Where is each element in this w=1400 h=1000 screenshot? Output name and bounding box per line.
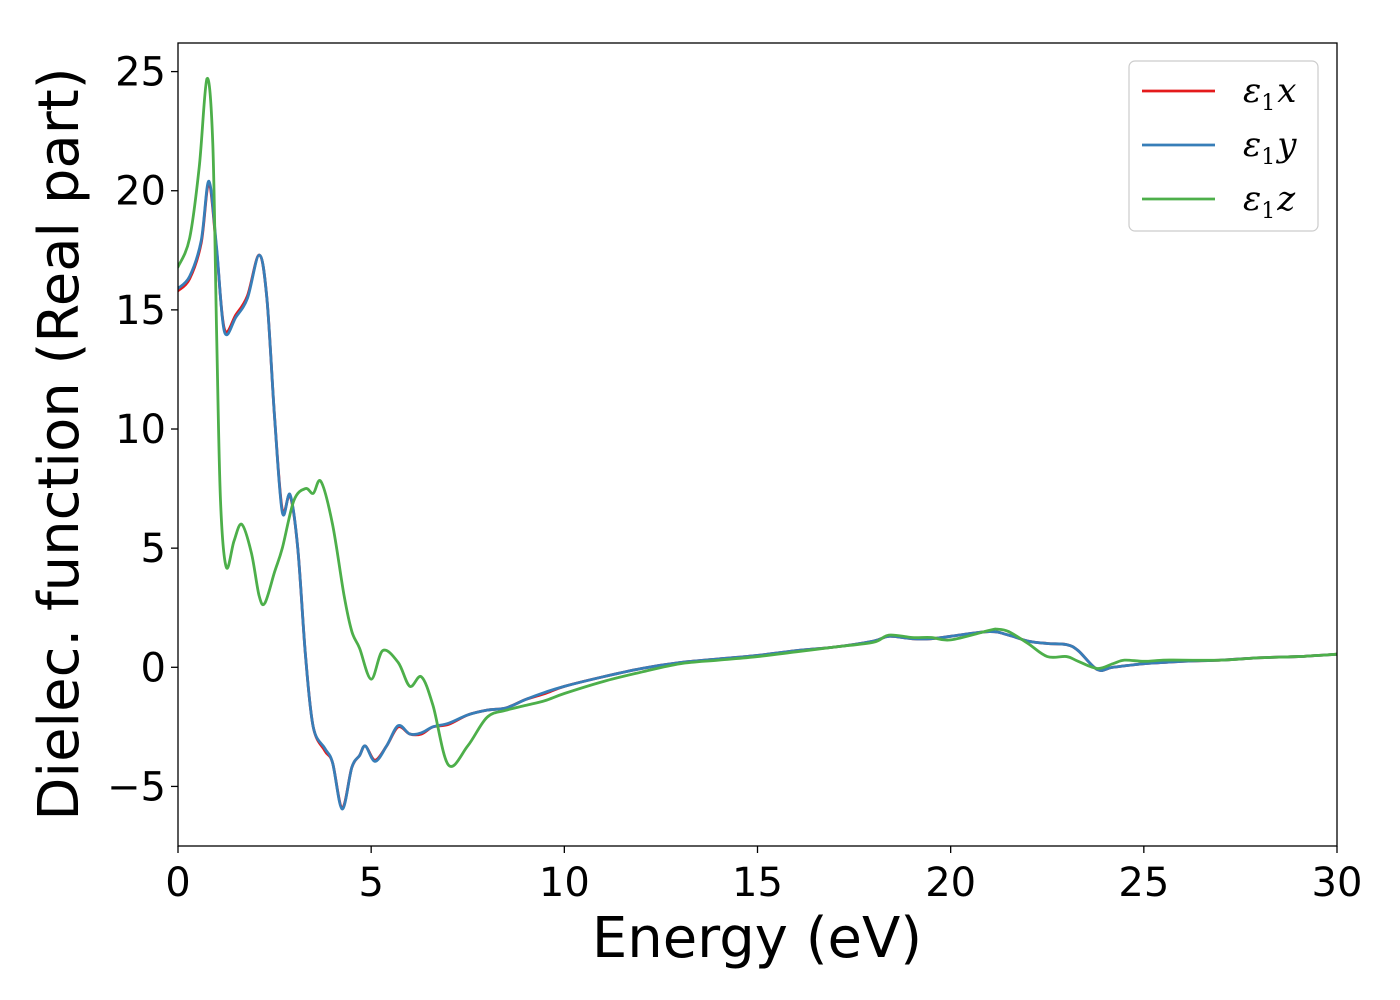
y-tick-label: 25 — [115, 50, 166, 96]
legend-label-y: ε1y — [1243, 125, 1297, 170]
x-axis: 0 5 10 15 20 25 30 — [165, 846, 1362, 906]
legend-label-z: ε1z — [1243, 179, 1296, 224]
y-tick-label: 10 — [115, 407, 166, 453]
x-tick-label: 0 — [165, 860, 190, 906]
legend-box — [1128, 60, 1319, 232]
y-tick-label: 15 — [115, 288, 166, 334]
series-line-y — [178, 179, 1337, 811]
y-axis-title: Dielec. function (Real part) — [27, 67, 92, 820]
y-tick-label: 5 — [141, 526, 166, 572]
series-layer — [178, 77, 1337, 811]
x-tick-label: 20 — [925, 860, 976, 906]
y-tick-label: 20 — [115, 169, 166, 215]
x-tick-label: 10 — [539, 860, 590, 906]
y-tick-label: −5 — [107, 764, 166, 810]
x-tick-label: 30 — [1312, 860, 1363, 906]
x-tick-label: 15 — [732, 860, 783, 906]
legend: ε1x ε1y ε1z — [1128, 60, 1319, 232]
x-axis-title: Energy (eV) — [592, 906, 922, 971]
legend-label-x: ε1x — [1243, 71, 1296, 116]
x-tick-label: 5 — [358, 860, 383, 906]
y-axis: −5 0 5 10 15 20 25 — [107, 50, 178, 810]
series-line-z — [178, 77, 1337, 768]
y-tick-label: 0 — [141, 645, 166, 691]
x-tick-label: 25 — [1118, 860, 1169, 906]
